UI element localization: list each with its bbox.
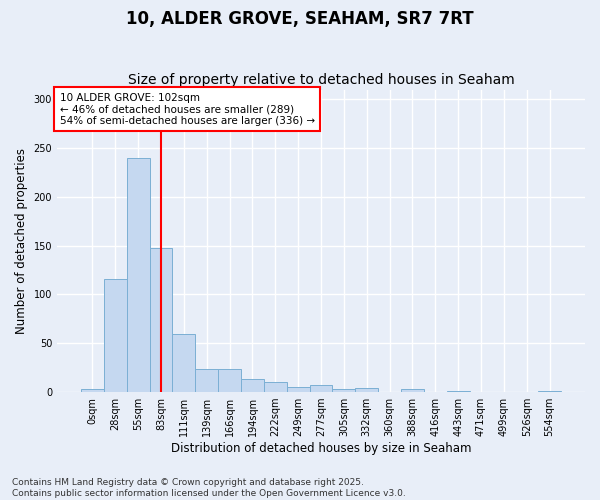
X-axis label: Distribution of detached houses by size in Seaham: Distribution of detached houses by size … [171,442,471,455]
Bar [127,158,149,392]
Y-axis label: Number of detached properties: Number of detached properties [15,148,28,334]
Bar [172,334,196,392]
Bar [196,368,218,392]
Title: Size of property relative to detached houses in Seaham: Size of property relative to detached ho… [128,73,514,87]
Bar [447,391,470,392]
Bar [355,388,378,392]
Bar [401,389,424,392]
Bar [287,387,310,392]
Bar [538,391,561,392]
Bar [264,382,287,392]
Bar [218,368,241,392]
Bar [310,386,332,392]
Bar [241,380,264,392]
Text: 10 ALDER GROVE: 102sqm
← 46% of detached houses are smaller (289)
54% of semi-de: 10 ALDER GROVE: 102sqm ← 46% of detached… [59,92,315,126]
Bar [104,279,127,392]
Text: 10, ALDER GROVE, SEAHAM, SR7 7RT: 10, ALDER GROVE, SEAHAM, SR7 7RT [126,10,474,28]
Bar [332,389,355,392]
Bar [149,248,172,392]
Bar [81,389,104,392]
Text: Contains HM Land Registry data © Crown copyright and database right 2025.
Contai: Contains HM Land Registry data © Crown c… [12,478,406,498]
